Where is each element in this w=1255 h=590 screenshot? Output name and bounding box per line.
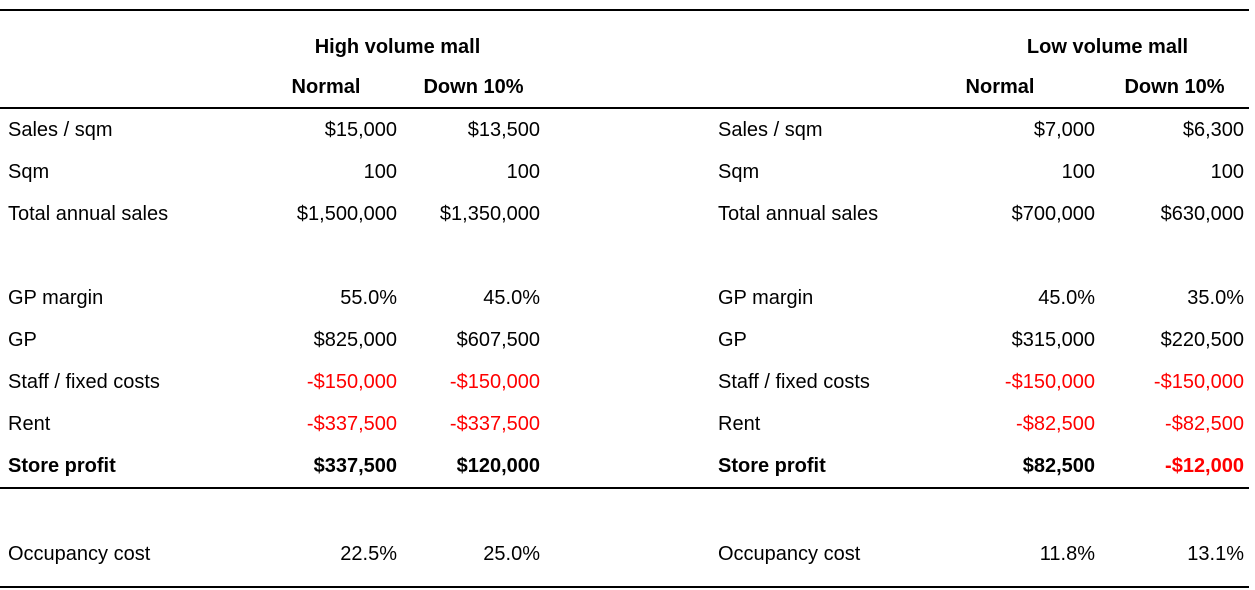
value-high-down10: 45.0%	[483, 286, 540, 309]
value-low-normal: $82,500	[1022, 454, 1095, 477]
row-label: Rent	[8, 412, 51, 435]
table-title-row: High volume mall Low volume mall	[0, 11, 1249, 61]
value-high-normal: 22.5%	[340, 542, 397, 565]
row-label: GP margin	[8, 286, 104, 309]
value-high-normal: $15,000	[324, 118, 397, 141]
value-low-down10: 13.1%	[1187, 542, 1244, 565]
high-down10-header: Down 10%	[423, 76, 524, 98]
value-high-normal: 55.0%	[340, 286, 397, 309]
row-label: GP	[8, 328, 37, 351]
bottom-divider	[0, 586, 1249, 588]
value-low-down10: -$12,000	[1165, 454, 1244, 477]
row-label: Occupancy cost	[718, 542, 861, 565]
value-high-normal: $1,500,000	[296, 202, 397, 225]
value-low-down10: -$82,500	[1165, 412, 1244, 435]
column-header-row: Normal Down 10% Normal Down 10%	[0, 61, 1249, 107]
value-high-normal: 100	[363, 160, 397, 183]
bottom-padding	[0, 575, 1249, 586]
table-row-total-annual-sales: Total annual sales $1,500,000 $1,350,000…	[0, 193, 1249, 235]
row-label: Sales / sqm	[718, 118, 823, 141]
row-label: GP margin	[718, 286, 814, 309]
low-normal-header: Normal	[965, 76, 1035, 98]
row-label: GP	[718, 328, 747, 351]
high-normal-header: Normal	[291, 76, 361, 98]
high-volume-mall-title: High volume mall	[314, 36, 481, 58]
row-label: Staff / fixed costs	[718, 370, 870, 393]
value-high-normal: -$337,500	[306, 412, 397, 435]
table-row-sqm: Sqm 100 100 Sqm 100 100	[0, 151, 1249, 193]
row-label: Sqm	[8, 160, 50, 183]
value-high-down10: $13,500	[467, 118, 540, 141]
row-label: Total annual sales	[8, 202, 169, 225]
value-high-down10: 25.0%	[483, 542, 540, 565]
value-high-down10: 100	[506, 160, 540, 183]
profit-divider	[0, 487, 1249, 489]
table-row-staff-fixed-costs: Staff / fixed costs -$150,000 -$150,000 …	[0, 361, 1249, 403]
value-low-down10: $6,300	[1182, 118, 1244, 141]
value-low-down10: $630,000	[1160, 202, 1244, 225]
value-low-down10: -$150,000	[1153, 370, 1244, 393]
row-label: Store profit	[718, 454, 826, 477]
value-low-down10: $220,500	[1160, 328, 1244, 351]
row-label: Sales / sqm	[8, 118, 113, 141]
table-row-store-profit: Store profit $337,500 $120,000 Store pro…	[0, 445, 1249, 487]
header-divider	[0, 107, 1249, 109]
value-low-normal: 45.0%	[1038, 286, 1095, 309]
value-low-down10: 100	[1210, 160, 1244, 183]
low-down10-header: Down 10%	[1124, 76, 1225, 98]
value-low-down10: 35.0%	[1187, 286, 1244, 309]
value-low-normal: 100	[1061, 160, 1095, 183]
top-divider	[0, 9, 1249, 11]
row-label: Occupancy cost	[8, 542, 151, 565]
value-high-down10: $1,350,000	[439, 202, 540, 225]
value-low-normal: $700,000	[1011, 202, 1095, 225]
table-row-gp: GP $825,000 $607,500 GP $315,000 $220,50…	[0, 319, 1249, 361]
value-high-normal: -$150,000	[306, 370, 397, 393]
value-low-normal: $7,000	[1033, 118, 1095, 141]
value-low-normal: 11.8%	[1039, 542, 1095, 565]
table-row-sales-per-sqm: Sales / sqm $15,000 $13,500 Sales / sqm …	[0, 109, 1249, 151]
value-high-normal: $337,500	[313, 454, 397, 477]
value-high-down10: $120,000	[456, 454, 540, 477]
value-low-normal: -$150,000	[1004, 370, 1095, 393]
row-label: Sqm	[718, 160, 760, 183]
value-high-down10: $607,500	[456, 328, 540, 351]
value-low-normal: -$82,500	[1016, 412, 1095, 435]
value-high-down10: -$337,500	[449, 412, 540, 435]
row-label: Total annual sales	[718, 202, 879, 225]
table-row-rent: Rent -$337,500 -$337,500 Rent -$82,500 -…	[0, 403, 1249, 445]
blank-row	[0, 235, 1249, 277]
row-label: Rent	[718, 412, 761, 435]
value-low-normal: $315,000	[1011, 328, 1095, 351]
value-high-down10: -$150,000	[449, 370, 540, 393]
empty-header-cell	[710, 99, 900, 107]
value-high-normal: $825,000	[313, 328, 397, 351]
low-volume-mall-title: Low volume mall	[1026, 36, 1189, 58]
row-label: Store profit	[8, 454, 116, 477]
table-row-occupancy-cost: Occupancy cost 22.5% 25.0% Occupancy cos…	[0, 533, 1249, 575]
row-label: Staff / fixed costs	[8, 370, 160, 393]
spacer-cell	[545, 99, 710, 107]
empty-header-cell	[0, 99, 250, 107]
blank-row	[0, 489, 1249, 533]
table-row-gp-margin: GP margin 55.0% 45.0% GP margin 45.0% 35…	[0, 277, 1249, 319]
